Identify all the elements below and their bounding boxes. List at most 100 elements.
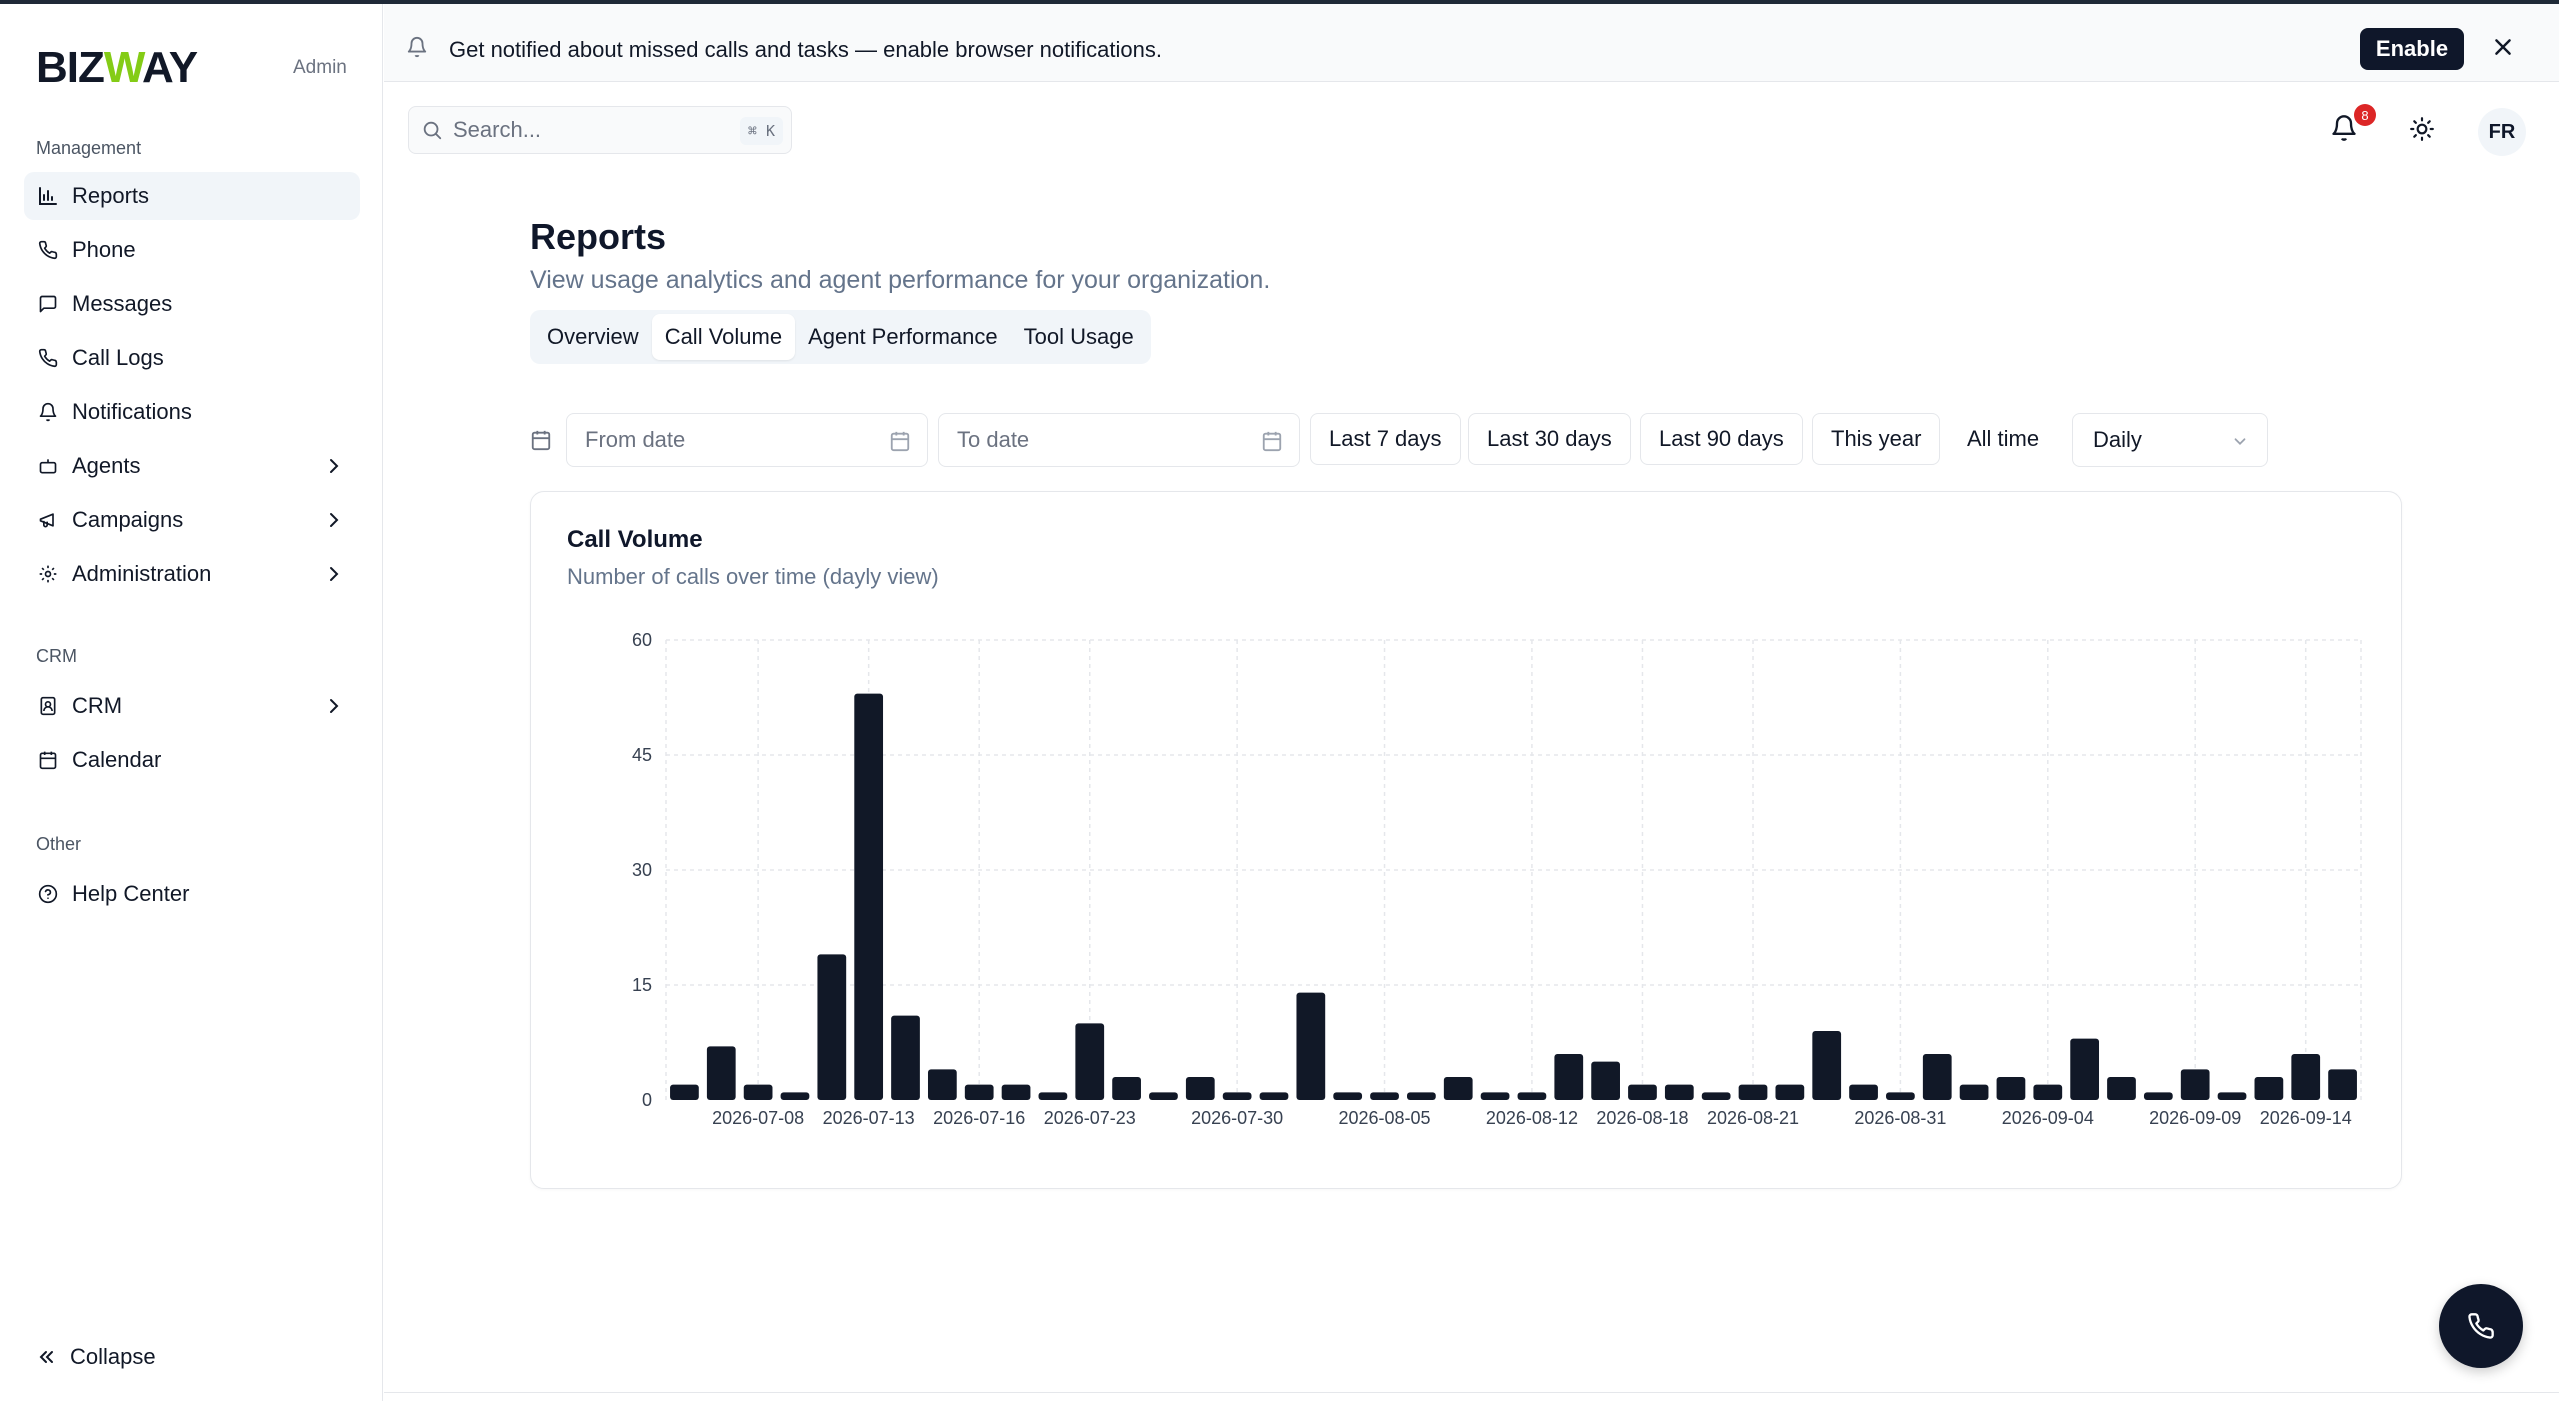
message-icon: [36, 292, 60, 316]
from-date-field[interactable]: From date: [566, 413, 928, 467]
enable-notifications-button[interactable]: Enable: [2360, 28, 2464, 70]
x-tick-label: 2026-08-21: [1707, 1108, 1799, 1128]
bar: [1259, 1092, 1289, 1100]
bar: [1886, 1092, 1915, 1100]
y-tick-label: 15: [632, 975, 652, 995]
banner-text: Get notified about missed calls and task…: [449, 37, 1162, 62]
range-last-90-days[interactable]: Last 90 days: [1640, 413, 1803, 465]
x-tick-label: 2026-07-30: [1191, 1108, 1283, 1128]
sidebar-item-label: CRM: [72, 693, 123, 718]
logo-text-pre: BIZ: [36, 43, 105, 92]
bar: [817, 954, 847, 1100]
x-tick-label: 2026-09-04: [2002, 1108, 2094, 1128]
chevron-right-icon: [330, 567, 339, 581]
collapse-button[interactable]: Collapse: [36, 1344, 156, 1370]
sidebar-item-notifications[interactable]: Notifications: [24, 388, 360, 436]
sidebar-item-label: Messages: [72, 291, 173, 316]
sidebar-item-campaigns[interactable]: Campaigns: [24, 496, 360, 544]
bar: [1664, 1084, 1694, 1100]
bar: [1775, 1084, 1805, 1100]
sidebar-item-crm[interactable]: CRM: [24, 682, 360, 730]
tab-overview[interactable]: Overview: [547, 324, 639, 349]
close-icon[interactable]: [2492, 36, 2514, 58]
gear-icon: [36, 562, 60, 586]
report-tabs: Overview Call Volume Agent Performance T…: [530, 310, 1151, 364]
sidebar-item-agents[interactable]: Agents: [24, 442, 360, 490]
sidebar-item-calendar[interactable]: Calendar: [24, 736, 360, 784]
help-circle-icon: [36, 882, 60, 906]
bar: [1628, 1084, 1657, 1100]
range-last-7-days[interactable]: Last 7 days: [1310, 413, 1461, 465]
search-icon: [423, 121, 442, 140]
page-subtitle: View usage analytics and agent performan…: [530, 266, 1271, 294]
x-tick-label: 2026-07-23: [1044, 1108, 1136, 1128]
call-volume-card: Call Volume Number of calls over time (d…: [530, 491, 2402, 1189]
bar: [2070, 1038, 2100, 1100]
keyboard-shortcut: ⌘ K: [739, 117, 783, 145]
y-tick-label: 60: [632, 630, 652, 650]
bar: [1591, 1061, 1620, 1100]
bar: [1038, 1092, 1068, 1100]
chevron-right-icon: [330, 459, 339, 473]
bar: [2107, 1077, 2136, 1100]
bar: [1149, 1092, 1178, 1100]
range-all-time[interactable]: All time: [1948, 413, 2059, 465]
search-placeholder: Search...: [453, 117, 542, 142]
logo-text-w: W: [103, 43, 143, 92]
bar: [743, 1084, 773, 1100]
dialer-button[interactable]: [2439, 1284, 2523, 1368]
to-date-field[interactable]: To date: [938, 413, 1300, 467]
sidebar-item-phone[interactable]: Phone: [24, 226, 360, 274]
bar: [1001, 1084, 1031, 1100]
contact-book-icon: [36, 694, 60, 718]
avatar[interactable]: FR: [2478, 108, 2526, 156]
role-label: Admin: [293, 57, 347, 78]
bar: [1554, 1054, 1584, 1100]
tab-call-volume[interactable]: Call Volume: [651, 314, 796, 360]
content-bottom-border: [384, 1392, 2559, 1393]
y-tick-label: 45: [632, 745, 652, 765]
bar: [1959, 1084, 1989, 1100]
sidebar-item-messages[interactable]: Messages: [24, 280, 360, 328]
tab-tool-usage[interactable]: Tool Usage: [1023, 324, 1134, 349]
x-tick-label: 2026-07-16: [933, 1108, 1025, 1128]
chevron-down-icon: [2234, 438, 2246, 445]
sun-icon[interactable]: [2409, 116, 2435, 142]
bar-chart-icon: [36, 184, 60, 208]
chevrons-left-icon: [39, 1351, 53, 1363]
section-label-management: Management: [36, 138, 142, 158]
sidebar-item-administration[interactable]: Administration: [24, 550, 360, 598]
brand-logo[interactable]: BIZWAY: [36, 43, 198, 92]
bar: [1075, 1023, 1105, 1100]
bar: [1407, 1092, 1436, 1100]
calendar-icon: [531, 430, 551, 451]
sidebar-item-reports[interactable]: Reports: [24, 172, 360, 220]
bar: [1185, 1077, 1215, 1100]
notifications-bell-icon[interactable]: [2330, 114, 2358, 142]
bar: [1812, 1031, 1842, 1100]
x-tick-label: 2026-08-18: [1596, 1108, 1688, 1128]
bar: [1333, 1092, 1363, 1100]
sidebar-item-call-logs[interactable]: Call Logs: [24, 334, 360, 382]
sidebar-item-help-center[interactable]: Help Center: [24, 870, 360, 918]
range-this-year[interactable]: This year: [1812, 413, 1941, 465]
top-border: [0, 0, 2559, 4]
bar: [1701, 1092, 1731, 1100]
calendar-icon: [890, 431, 910, 452]
bar: [670, 1084, 699, 1100]
sidebar: BIZWAY Admin Management Reports Phone Me…: [0, 4, 383, 1401]
bar: [1517, 1092, 1547, 1100]
granularity-select[interactable]: Daily: [2072, 413, 2268, 467]
sidebar-item-label: Calendar: [72, 747, 162, 772]
x-tick-label: 2026-09-14: [2260, 1108, 2352, 1128]
bar: [780, 1092, 810, 1100]
bar: [1738, 1084, 1768, 1100]
x-tick-label: 2026-09-09: [2149, 1108, 2241, 1128]
bell-icon: [407, 37, 427, 58]
range-last-30-days[interactable]: Last 30 days: [1468, 413, 1631, 465]
section-label-crm: CRM: [36, 646, 77, 666]
sidebar-item-label: Administration: [72, 561, 212, 586]
tab-agent-performance[interactable]: Agent Performance: [808, 324, 998, 349]
bar: [1443, 1077, 1473, 1100]
search-input[interactable]: Search... ⌘ K: [408, 106, 792, 154]
